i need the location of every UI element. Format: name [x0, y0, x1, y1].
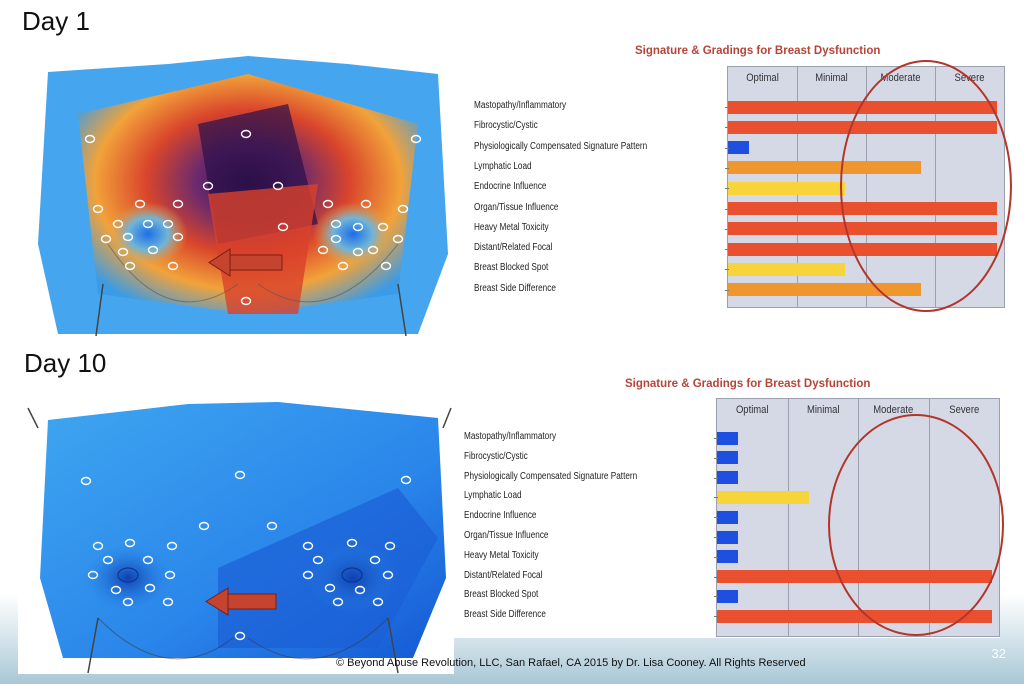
row-label: Endocrine Influence: [464, 510, 537, 522]
axis-tick: [714, 438, 718, 439]
chart-title: Signature & Gradings for Breast Dysfunct…: [625, 378, 871, 390]
row-label: Lymphatic Load: [464, 490, 522, 502]
axis-tick: [714, 616, 718, 618]
axis-tick: [714, 556, 718, 558]
row-label: Organ/Tissue Influence: [474, 201, 559, 213]
bar-mastopathy-inflammatory: [717, 431, 739, 445]
chart-title: Signature & Gradings for Breast Dysfunct…: [635, 45, 881, 57]
day-10-title: Day 10: [24, 348, 107, 378]
day-1-title: Day 1: [22, 6, 90, 36]
axis-tick: [714, 576, 718, 578]
bar-endocrine-influence: [728, 181, 846, 195]
row-label: Fibrocystic/Cystic: [474, 120, 538, 132]
axis-tick: [714, 596, 718, 598]
axis-tick: [725, 289, 729, 291]
row-label: Endocrine Influence: [474, 181, 547, 193]
row-label: Physiologically Compensated Signature Pa…: [474, 140, 648, 152]
axis-tick: [714, 517, 718, 519]
day-1-highlight-circle: [840, 60, 1012, 312]
copyright-footer: © Beyond Abuse Revolution, LLC, San Rafa…: [336, 657, 806, 669]
axis-tick: [714, 477, 718, 479]
day-10-arrow-icon: [205, 587, 277, 616]
row-label: Mastopathy/Inflammatory: [474, 100, 567, 111]
page-number: 32: [991, 646, 1006, 661]
row-label: Distant/Related Focal: [474, 242, 553, 254]
axis-tick: [725, 107, 729, 108]
row-label: Heavy Metal Toxicity: [474, 221, 549, 233]
bar-physiologically-compensated-signature-pattern: [728, 141, 749, 155]
row-label: Breast Side Difference: [464, 609, 546, 621]
bar-breast-blocked-spot: [717, 589, 739, 603]
bar-breast-blocked-spot: [728, 262, 846, 276]
row-label: Breast Side Difference: [474, 282, 556, 294]
axis-tick: [725, 269, 729, 271]
column-header-minimal: Minimal: [806, 404, 840, 416]
column-header-optimal: Optimal: [746, 72, 779, 84]
row-label: Organ/Tissue Influence: [464, 530, 549, 541]
day-1-thermogram: [18, 44, 456, 338]
day-10-highlight-circle: [828, 414, 1004, 636]
row-label: Breast Blocked Spot: [474, 262, 549, 274]
day-1-arrow-icon: [208, 248, 283, 277]
grid-line: [787, 399, 789, 636]
axis-tick: [725, 249, 729, 251]
column-header-optimal: Optimal: [735, 404, 769, 416]
bar-breast-side-difference: [728, 283, 922, 297]
axis-tick: [725, 127, 729, 129]
bar-fibrocystic-cystic: [717, 451, 739, 465]
axis-tick: [714, 537, 718, 538]
axis-tick: [725, 147, 729, 149]
row-label: Mastopathy/Inflammatory: [464, 431, 557, 442]
bar-organ-tissue-influence: [717, 530, 739, 544]
row-label: Breast Blocked Spot: [464, 589, 539, 601]
row-label: Physiologically Compensated Signature Pa…: [464, 470, 638, 482]
row-label: Lymphatic Load: [474, 160, 532, 172]
axis-tick: [714, 457, 718, 459]
column-header-moderate: Moderate: [873, 404, 914, 416]
day-10-thermogram: [18, 388, 454, 674]
column-header-severe: Severe: [948, 404, 979, 416]
row-label: Heavy Metal Toxicity: [464, 549, 539, 561]
row-label: Distant/Related Focal: [464, 569, 543, 581]
axis-tick: [725, 188, 729, 190]
row-label: Fibrocystic/Cystic: [464, 450, 528, 462]
axis-tick: [725, 167, 729, 169]
axis-tick: [725, 208, 729, 210]
bar-lymphatic-load: [717, 490, 809, 504]
bar-physiologically-compensated-signature-pattern: [717, 471, 739, 485]
axis-tick: [714, 497, 718, 499]
axis-tick: [725, 228, 729, 230]
bar-heavy-metal-toxicity: [717, 550, 739, 564]
bar-endocrine-influence: [717, 510, 739, 524]
column-header-minimal: Minimal: [815, 72, 848, 84]
